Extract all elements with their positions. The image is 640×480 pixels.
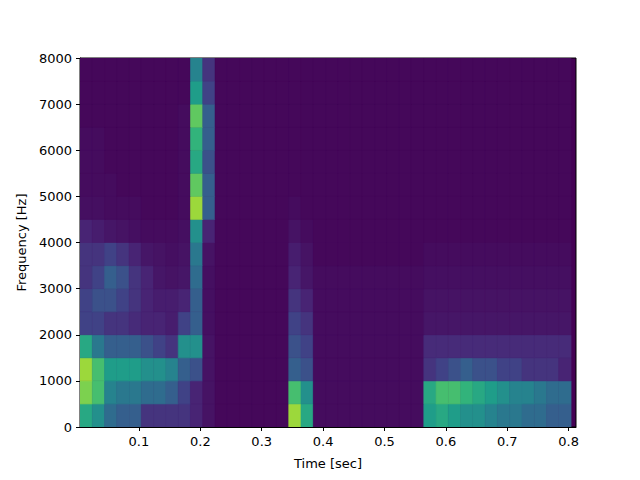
svg-text:2000: 2000 [39,327,72,342]
svg-text:6000: 6000 [39,143,72,158]
svg-text:4000: 4000 [39,235,72,250]
svg-text:0.7: 0.7 [497,434,518,449]
svg-text:5000: 5000 [39,189,72,204]
svg-text:0: 0 [64,420,72,435]
svg-text:7000: 7000 [39,97,72,112]
svg-text:0.2: 0.2 [190,434,211,449]
svg-text:8000: 8000 [39,51,72,66]
svg-text:0.5: 0.5 [374,434,395,449]
svg-text:0.8: 0.8 [558,434,579,449]
svg-text:0.6: 0.6 [436,434,457,449]
svg-text:1000: 1000 [39,373,72,388]
svg-text:3000: 3000 [39,281,72,296]
svg-text:0.4: 0.4 [313,434,334,449]
svg-text:Frequency [Hz]: Frequency [Hz] [14,193,29,291]
svg-text:Time [sec]: Time [sec] [293,456,362,471]
svg-text:0.1: 0.1 [129,434,150,449]
svg-text:0.3: 0.3 [251,434,272,449]
